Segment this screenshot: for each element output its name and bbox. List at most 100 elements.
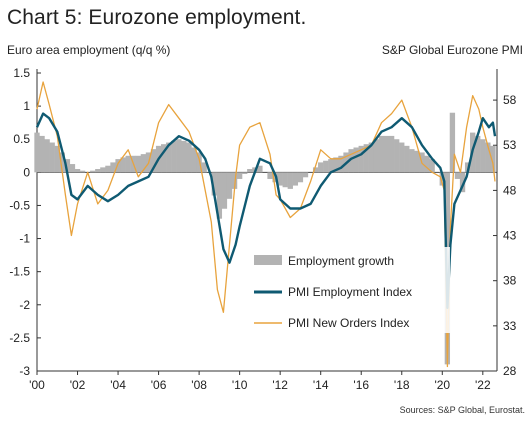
right-tick-label: 53 <box>503 138 517 152</box>
employment-growth-bar <box>95 169 101 173</box>
employment-growth-bar <box>318 162 324 173</box>
employment-growth-bar <box>449 112 456 173</box>
employment-growth-bar <box>404 145 410 173</box>
x-tick-label: '06 <box>151 378 167 392</box>
employment-growth-bar <box>454 172 461 179</box>
legend-label: PMI New Orders Index <box>288 316 409 330</box>
employment-growth-bar <box>485 142 491 173</box>
employment-growth-bar <box>160 144 167 173</box>
left-tick-label: 0 <box>23 165 30 179</box>
right-tick-label: 48 <box>503 183 517 197</box>
employment-growth-bar <box>125 155 131 173</box>
x-tick-label: '22 <box>475 378 491 392</box>
employment-growth-bar <box>363 144 369 173</box>
employment-growth-bar <box>79 170 86 173</box>
x-tick-label: '16 <box>353 378 369 392</box>
employment-growth-bar <box>140 154 147 173</box>
left-tick-label: 1.5 <box>13 66 30 80</box>
x-tick-label: '10 <box>232 378 248 392</box>
chart-title: Chart 5: Eurozone employment. <box>7 6 307 29</box>
employment-growth-bar <box>338 155 344 173</box>
employment-growth-bar <box>201 162 207 173</box>
employment-growth-bar <box>424 155 430 173</box>
employment-growth-bar <box>226 172 233 199</box>
employment-growth-bar <box>236 172 243 179</box>
employment-growth-bar <box>394 139 400 173</box>
employment-growth-bar <box>323 160 329 173</box>
employment-growth-bar <box>358 145 364 173</box>
employment-growth-bar <box>49 142 55 173</box>
employment-growth-bar <box>333 157 339 173</box>
employment-growth-bar <box>196 152 202 173</box>
employment-growth-bar <box>242 172 248 174</box>
employment-growth-bar <box>64 159 71 173</box>
employment-growth-bar <box>287 172 293 189</box>
employment-growth-bar <box>211 172 217 196</box>
employment-growth-bar <box>231 172 238 189</box>
employment-growth-bar <box>373 139 380 173</box>
employment-growth-bar <box>39 135 45 173</box>
legend-background <box>250 247 450 333</box>
left-tick-label: 0.5 <box>13 132 30 146</box>
employment-growth-bar <box>69 164 76 173</box>
employment-growth-bar <box>186 142 192 173</box>
x-tick-label: '00 <box>29 378 45 392</box>
right-tick-label: 43 <box>503 229 517 243</box>
employment-growth-bar <box>257 165 263 173</box>
right-tick-label: 33 <box>503 319 517 333</box>
employment-growth-bar <box>490 145 496 173</box>
employment-growth-bar <box>368 142 375 173</box>
employment-growth-bar <box>191 147 197 173</box>
employment-growth-bar <box>429 159 435 173</box>
employment-growth-bar <box>176 139 182 173</box>
employment-growth-bar <box>328 159 334 173</box>
employment-growth-bar <box>312 167 319 173</box>
employment-growth-bar <box>292 172 299 186</box>
right-axis-label: S&P Global Eurozone PMI <box>381 43 523 57</box>
employment-growth-bar <box>439 172 445 186</box>
employment-growth-bar <box>409 149 415 173</box>
employment-growth-bar <box>383 135 390 173</box>
left-tick-label: -2.5 <box>9 331 30 345</box>
employment-growth-bar <box>399 142 405 173</box>
x-tick-label: '08 <box>191 378 207 392</box>
employment-growth-bar <box>115 159 121 173</box>
employment-growth-bar <box>302 172 309 178</box>
employment-growth-bar <box>348 149 354 173</box>
legend-label: Employment growth <box>288 254 394 268</box>
left-tick-label: -1 <box>19 232 30 246</box>
x-tick-label: '18 <box>394 378 410 392</box>
x-tick-label: '14 <box>313 378 329 392</box>
left-tick-label: -3 <box>19 364 30 378</box>
employment-growth-bar <box>44 139 50 173</box>
x-tick-label: '20 <box>434 378 450 392</box>
employment-growth-bar <box>74 169 81 173</box>
right-tick-label: 58 <box>503 93 517 107</box>
employment-growth-bar <box>90 170 96 173</box>
employment-growth-bar <box>297 172 304 183</box>
employment-growth-bar <box>267 172 273 179</box>
employment-growth-bar <box>59 152 65 173</box>
employment-growth-bar <box>135 155 141 173</box>
employment-growth-bar <box>475 135 481 173</box>
employment-growth-bar <box>110 162 116 173</box>
left-tick-label: -2 <box>19 298 30 312</box>
left-tick-label: -0.5 <box>9 198 30 212</box>
employment-growth-bar <box>378 135 385 173</box>
legend-label: PMI Employment Index <box>288 285 412 299</box>
right-tick-label: 28 <box>503 364 517 378</box>
left-tick-label: -1.5 <box>9 265 30 279</box>
employment-growth-bar <box>353 147 359 173</box>
employment-growth-bar <box>181 140 187 173</box>
left-axis-label: Euro area employment (q/q %) <box>7 43 171 57</box>
employment-growth-bar <box>480 139 486 173</box>
x-tick-label: '12 <box>272 378 288 392</box>
employment-growth-bar <box>150 149 157 173</box>
employment-growth-bar <box>105 165 111 173</box>
source-note: Sources: S&P Global, Eurostat. <box>399 405 525 415</box>
employment-growth-bar <box>100 167 106 173</box>
employment-growth-bar <box>247 169 253 173</box>
x-tick-label: '04 <box>110 378 126 392</box>
x-tick-label: '02 <box>70 378 86 392</box>
